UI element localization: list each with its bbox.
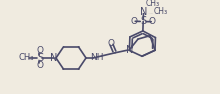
Text: S: S <box>37 53 43 63</box>
Text: CH₃: CH₃ <box>146 0 160 8</box>
Text: O: O <box>108 39 114 48</box>
Text: O: O <box>131 17 138 26</box>
Text: O: O <box>37 46 44 55</box>
Text: N: N <box>140 7 147 17</box>
Text: N: N <box>50 53 58 63</box>
Text: NH: NH <box>90 53 104 63</box>
Text: CH₃: CH₃ <box>18 53 34 63</box>
Text: O: O <box>149 17 156 26</box>
Text: O: O <box>37 61 44 70</box>
Text: N: N <box>126 45 134 55</box>
Text: S: S <box>140 16 146 27</box>
Text: CH₃: CH₃ <box>154 7 168 16</box>
